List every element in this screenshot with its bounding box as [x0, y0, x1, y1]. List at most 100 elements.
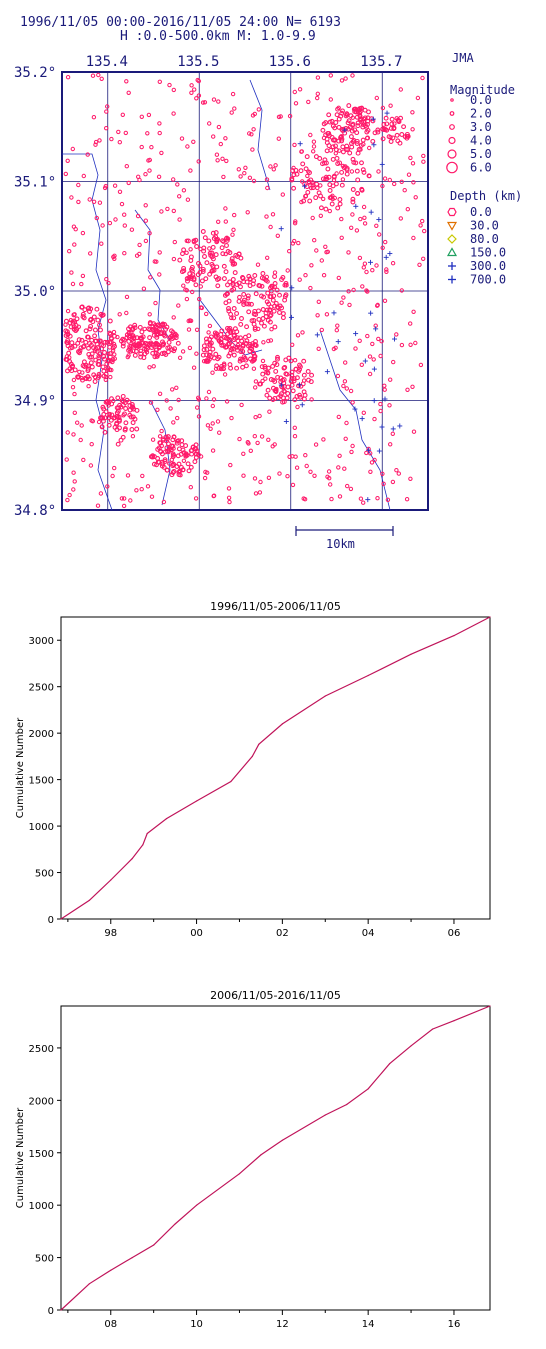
event-marker — [242, 171, 247, 176]
event-marker — [261, 340, 266, 345]
event-marker — [268, 294, 274, 300]
cumulative-point — [230, 780, 232, 783]
event-marker — [303, 273, 308, 278]
event-marker — [250, 147, 255, 152]
event-marker — [147, 312, 152, 317]
event-marker — [70, 318, 76, 324]
event-marker — [380, 136, 386, 142]
event-marker — [95, 317, 101, 323]
event-marker — [191, 239, 197, 245]
event-marker — [65, 158, 70, 164]
event-marker — [177, 217, 182, 222]
event-marker — [309, 372, 315, 378]
event-marker — [340, 108, 345, 114]
x-tick-label: 04 — [362, 928, 375, 939]
x-tick-label: 10 — [190, 1319, 203, 1330]
event-marker — [85, 334, 91, 340]
scale-label: 10km — [326, 537, 355, 551]
event-marker — [101, 354, 107, 359]
event-marker — [270, 363, 276, 369]
event-marker — [294, 465, 300, 470]
event-marker — [343, 360, 348, 365]
event-marker — [64, 457, 69, 462]
event-marker — [145, 131, 150, 136]
event-marker — [262, 364, 268, 369]
event-marker — [188, 318, 194, 323]
event-marker — [232, 326, 238, 332]
event-marker — [418, 223, 423, 228]
event-marker — [321, 121, 327, 127]
event-marker — [314, 248, 319, 253]
event-marker — [313, 195, 319, 201]
event-marker — [174, 440, 180, 446]
event-marker — [301, 378, 307, 383]
event-marker — [193, 282, 199, 288]
event-marker — [268, 312, 274, 318]
event-marker — [335, 323, 340, 328]
event-marker — [268, 377, 274, 382]
event-marker — [183, 452, 189, 458]
event-marker — [248, 448, 254, 453]
legend-depth-symbol — [446, 247, 458, 257]
event-marker — [354, 228, 360, 233]
event-marker — [364, 269, 369, 275]
event-marker — [196, 414, 202, 419]
event-marker — [351, 159, 357, 165]
event-marker — [354, 168, 360, 174]
legend-depth-label: 80.0 — [470, 232, 499, 246]
event-marker — [160, 437, 166, 443]
event-marker — [327, 476, 332, 481]
legend-magnitude-symbol — [446, 161, 458, 174]
x-tick-label: 98 — [104, 928, 117, 939]
deep-event-marker — [392, 336, 398, 342]
event-marker — [93, 346, 99, 352]
event-marker — [201, 347, 207, 353]
event-marker — [309, 185, 314, 191]
event-marker — [243, 357, 249, 363]
event-marker — [89, 442, 94, 447]
event-marker — [308, 469, 313, 474]
event-marker — [298, 168, 304, 174]
cumulative-point — [258, 743, 260, 745]
event-marker — [350, 115, 355, 120]
event-marker — [374, 95, 379, 101]
event-marker — [273, 389, 279, 394]
event-marker — [92, 327, 98, 333]
event-marker — [128, 498, 133, 503]
event-marker — [285, 268, 290, 273]
event-marker — [272, 324, 278, 330]
legend-depth-symbol — [448, 262, 456, 270]
event-marker — [130, 325, 136, 331]
event-marker — [396, 471, 401, 476]
event-marker — [381, 122, 387, 127]
event-marker — [333, 120, 339, 125]
event-marker — [100, 364, 106, 370]
event-marker — [265, 290, 271, 296]
event-marker — [189, 90, 194, 96]
event-marker — [303, 193, 309, 199]
event-marker — [280, 399, 286, 405]
event-marker — [107, 344, 113, 350]
scale-bar: 10km — [295, 526, 394, 551]
event-marker — [243, 340, 249, 346]
event-marker — [354, 141, 360, 146]
cumulative-point — [110, 879, 112, 881]
event-marker — [267, 395, 273, 401]
event-marker — [171, 87, 177, 93]
event-marker — [116, 129, 121, 135]
event-marker — [100, 312, 106, 318]
event-marker — [174, 333, 179, 338]
event-marker — [86, 384, 91, 389]
event-marker — [260, 358, 266, 364]
event-marker — [193, 496, 199, 501]
event-marker — [346, 289, 351, 294]
event-marker — [112, 356, 118, 361]
coast-line — [62, 153, 113, 511]
event-marker — [411, 429, 417, 434]
event-marker — [380, 245, 385, 251]
legend-depth-label: 0.0 — [470, 205, 492, 219]
event-marker — [303, 453, 308, 458]
event-marker — [89, 354, 95, 360]
event-marker — [334, 112, 340, 118]
event-marker — [171, 177, 176, 182]
